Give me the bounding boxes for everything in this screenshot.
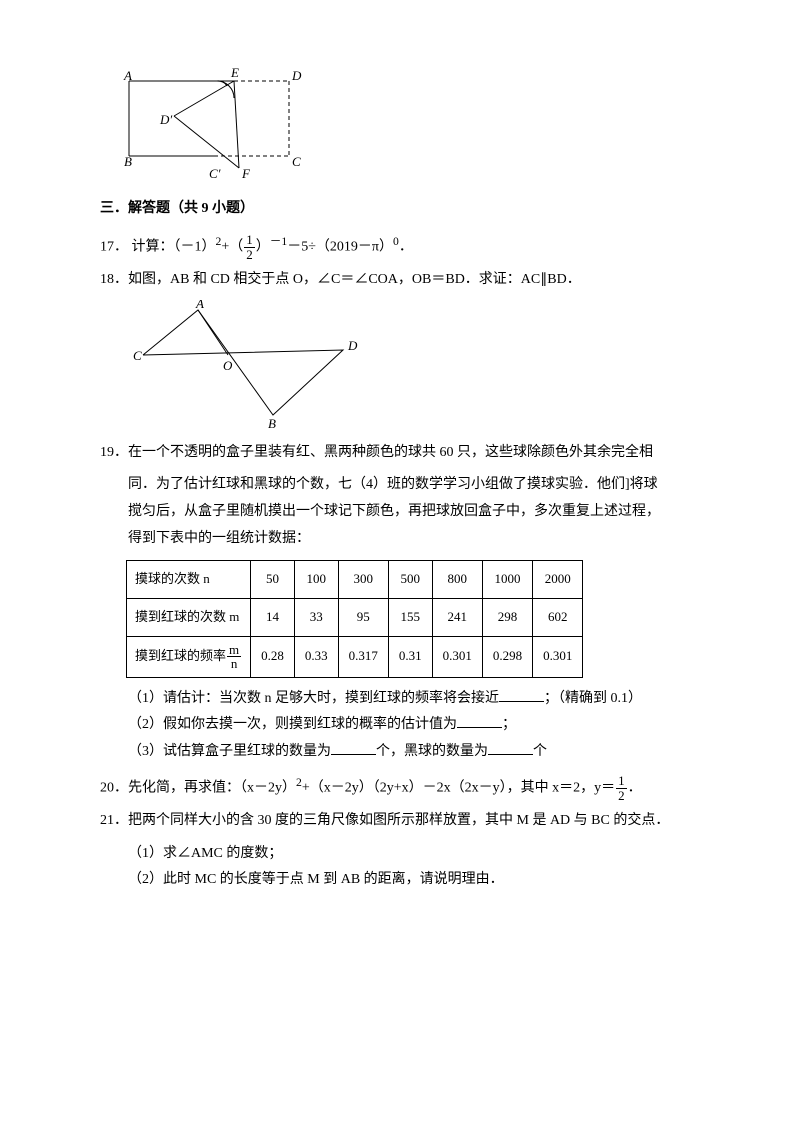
q19-p2: 同．为了估计红球和黑球的个数，七（4）班的数学学习小组做了摸球实验．他们]将球 xyxy=(100,472,704,499)
q20-b: +（x－2y）（2y+x）－2x（2x－y），其中 x＝2，y＝ xyxy=(302,780,615,795)
q17-m3: －5÷（2019－π） xyxy=(287,239,393,254)
q18-text: 如图，AB 和 CD 相交于点 O，∠C＝∠COA，OB＝BD．求证：AC∥BD… xyxy=(128,272,581,287)
question-21: 21．把两个同样大小的含 30 度的三角尺像如图所示那样放置，其中 M 是 AD… xyxy=(100,808,704,835)
label-Dp: D′ xyxy=(159,112,172,127)
q19-p4: 得到下表中的一组统计数据： xyxy=(100,526,704,553)
q18-num: 18． xyxy=(100,272,128,287)
q19-p1: 在一个不透明的盒子里装有红、黑两种颜色的球共 60 只，这些球除颜色外其余完全相 xyxy=(128,445,653,460)
th-n: 摸球的次数 n xyxy=(127,561,251,599)
table-row: 摸到红球的频率mn 0.280.330.3170.310.3010.2980.3… xyxy=(127,636,583,677)
q19-table: 摸球的次数 n 5010030050080010002000 摸到红球的次数 m… xyxy=(126,560,583,678)
label-D: D xyxy=(291,68,302,83)
blank-field[interactable] xyxy=(331,740,376,755)
q17-suf: ． xyxy=(399,239,413,254)
q17-m1: +（ xyxy=(221,239,243,254)
q17-sup2: －1 xyxy=(270,235,288,248)
th-f: 摸到红球的频率mn xyxy=(127,636,251,677)
q21-num: 21． xyxy=(100,813,128,828)
figure-rectangle-fold: A B C D E F D′ C′ xyxy=(114,66,704,186)
q21-s1: （1）求∠AMC 的度数； xyxy=(100,841,704,868)
label-C: C xyxy=(292,154,301,169)
q18-diagram: A B C D O xyxy=(128,300,368,430)
q19-s1: （1）请估计：当次数 n 足够大时，摸到红球的频率将会接近；（精确到 0.1） xyxy=(100,686,704,713)
section-title: 三．解答题（共 9 小题） xyxy=(100,196,704,223)
q18-D: D xyxy=(347,338,358,353)
table-row: 摸球的次数 n 5010030050080010002000 xyxy=(127,561,583,599)
freq-frac: mn xyxy=(227,643,241,671)
blank-field[interactable] xyxy=(488,740,533,755)
q21-s2: （2）此时 MC 的长度等于点 M 到 AB 的距离，请说明理由． xyxy=(100,867,704,894)
label-B: B xyxy=(124,154,132,169)
fold-diagram: A B C D E F D′ C′ xyxy=(114,66,314,186)
q18-C: C xyxy=(133,348,142,363)
q19-num: 19． xyxy=(100,445,128,460)
q17-frac1: 12 xyxy=(244,233,255,261)
label-F: F xyxy=(241,166,251,181)
q20-a: 先化简，再求值：（x－2y） xyxy=(128,780,296,795)
q18-B: B xyxy=(268,416,276,430)
blank-field[interactable] xyxy=(457,713,502,728)
question-20: 20．先化简，再求值：（x－2y）2+（x－2y）（2y+x）－2x（2x－y）… xyxy=(100,772,704,803)
q17-num: 17． xyxy=(100,239,128,254)
q20-frac: 12 xyxy=(616,774,627,802)
blank-field[interactable] xyxy=(499,687,544,702)
q18-A: A xyxy=(195,300,204,311)
q17-m2: ） xyxy=(256,239,270,254)
label-Cp: C′ xyxy=(209,166,221,181)
question-18: 18．如图，AB 和 CD 相交于点 O，∠C＝∠COA，OB＝BD．求证：AC… xyxy=(100,267,704,294)
th-m: 摸到红球的次数 m xyxy=(127,598,251,636)
q21-text: 把两个同样大小的含 30 度的三角尺像如图所示那样放置，其中 M 是 AD 与 … xyxy=(128,813,669,828)
q19-s2: （2）假如你去摸一次，则摸到红球的概率的估计值为； xyxy=(100,712,704,739)
label-E: E xyxy=(230,66,239,80)
q17-a: 计算：（－1） xyxy=(132,239,216,254)
q18-O: O xyxy=(223,358,233,373)
question-17: 17． 计算：（－1）2+（12）－1－5÷（2019－π）0． xyxy=(100,231,704,262)
q19-s3: （3）试估算盒子里红球的数量为个，黑球的数量为个 xyxy=(100,739,704,766)
question-19: 19．在一个不透明的盒子里装有红、黑两种颜色的球共 60 只，这些球除颜色外其余… xyxy=(100,440,704,467)
figure-q18: A B C D O xyxy=(128,300,704,430)
q19-p3: 搅匀后，从盒子里随机摸出一个球记下颜色，再把球放回盒子中，多次重复上述过程， xyxy=(100,499,704,526)
table-row: 摸到红球的次数 m 143395155241298602 xyxy=(127,598,583,636)
page: A B C D E F D′ C′ 三．解答题（共 9 小题） 17． 计算：（… xyxy=(0,0,794,1123)
q20-num: 20． xyxy=(100,780,128,795)
label-A: A xyxy=(123,68,132,83)
